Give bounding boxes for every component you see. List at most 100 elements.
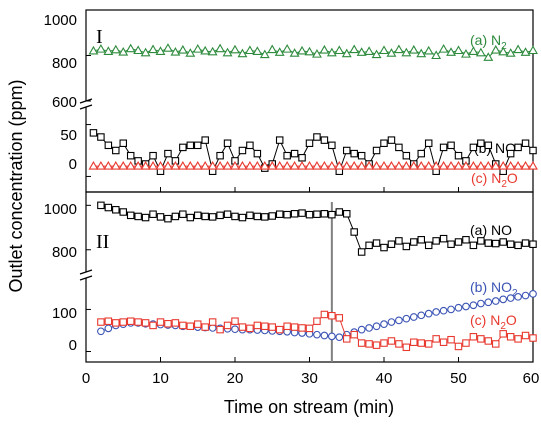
data-point <box>506 240 515 248</box>
data-point <box>357 339 366 347</box>
data-point <box>207 46 218 56</box>
data-point <box>461 49 471 58</box>
data-point <box>283 210 291 219</box>
data-point <box>499 295 508 304</box>
data-point <box>417 149 425 158</box>
panel-I-ytick-label: 600 <box>52 94 77 111</box>
data-point <box>468 160 479 170</box>
data-point <box>520 160 531 170</box>
data-point <box>141 319 150 327</box>
data-point <box>97 318 105 326</box>
data-point <box>334 45 345 55</box>
data-point <box>155 46 166 55</box>
data-point <box>148 44 158 54</box>
data-point <box>371 160 382 170</box>
data-point <box>454 238 463 246</box>
data-point <box>298 209 306 217</box>
data-point <box>215 43 226 53</box>
panel-II-ytick-label: 800 <box>52 244 77 261</box>
data-point <box>514 292 522 301</box>
data-point <box>259 160 270 170</box>
panel-I-ytick-label: 800 <box>52 55 77 72</box>
data-point <box>320 210 329 218</box>
data-point <box>275 325 284 334</box>
data-point <box>341 160 352 170</box>
data-point <box>402 314 411 323</box>
panel-I-ytick-label: 0 <box>69 156 77 173</box>
data-point <box>207 160 218 170</box>
data-point <box>326 47 337 57</box>
data-point <box>371 49 382 59</box>
data-point <box>380 243 388 252</box>
data-point <box>484 141 493 150</box>
panel-I-ytick-label: 1000 <box>44 12 77 29</box>
data-point <box>156 318 165 326</box>
data-point <box>365 324 373 332</box>
data-point <box>103 46 114 55</box>
data-point <box>171 319 180 327</box>
data-point <box>194 141 202 150</box>
data-point <box>439 143 448 152</box>
data-point <box>231 212 239 221</box>
data-point <box>155 160 166 170</box>
data-point <box>454 342 463 351</box>
data-point <box>506 333 515 341</box>
data-point <box>469 301 478 310</box>
data-point <box>97 133 105 141</box>
data-point <box>410 338 418 346</box>
data-point <box>134 318 142 326</box>
data-point <box>200 160 211 170</box>
data-point <box>179 321 187 330</box>
data-point <box>177 44 188 54</box>
data-point <box>126 151 135 160</box>
data-point <box>134 212 142 221</box>
data-point <box>89 129 98 137</box>
data-point <box>133 45 144 55</box>
data-point <box>170 160 181 170</box>
data-point <box>268 212 276 220</box>
data-point <box>328 141 336 150</box>
data-point <box>186 322 195 331</box>
data-point <box>112 319 120 327</box>
data-point <box>484 298 493 307</box>
data-point <box>95 160 106 170</box>
data-point <box>252 160 263 170</box>
axis-ticks <box>85 9 534 362</box>
data-point <box>119 139 128 147</box>
data-point <box>298 154 306 162</box>
data-point <box>417 311 426 320</box>
data-point <box>432 308 441 316</box>
data-point <box>379 160 389 170</box>
data-point <box>238 213 247 222</box>
data-point <box>401 47 412 57</box>
data-point <box>118 46 129 56</box>
data-point <box>312 49 322 58</box>
data-point <box>357 325 366 334</box>
data-point <box>104 324 113 333</box>
data-point <box>477 139 485 147</box>
data-point <box>505 160 516 170</box>
data-point <box>395 316 403 325</box>
data-point <box>528 160 538 170</box>
data-point <box>140 47 151 57</box>
data-point <box>453 45 464 55</box>
data-point <box>372 322 381 331</box>
data-point <box>328 332 336 341</box>
data-point <box>179 143 187 152</box>
data-point <box>275 210 284 218</box>
data-point <box>320 331 329 340</box>
data-point <box>499 238 507 246</box>
data-point <box>454 151 463 160</box>
data-point <box>319 44 330 54</box>
data-point <box>446 160 456 170</box>
data-point <box>506 149 515 158</box>
data-point <box>267 44 278 54</box>
data-point <box>223 210 232 218</box>
data-point <box>268 323 276 331</box>
data-point <box>341 48 352 58</box>
data-point <box>395 340 403 348</box>
data-point <box>379 45 389 55</box>
data-point <box>498 160 509 170</box>
data-point <box>365 241 373 250</box>
data-point <box>238 146 247 155</box>
